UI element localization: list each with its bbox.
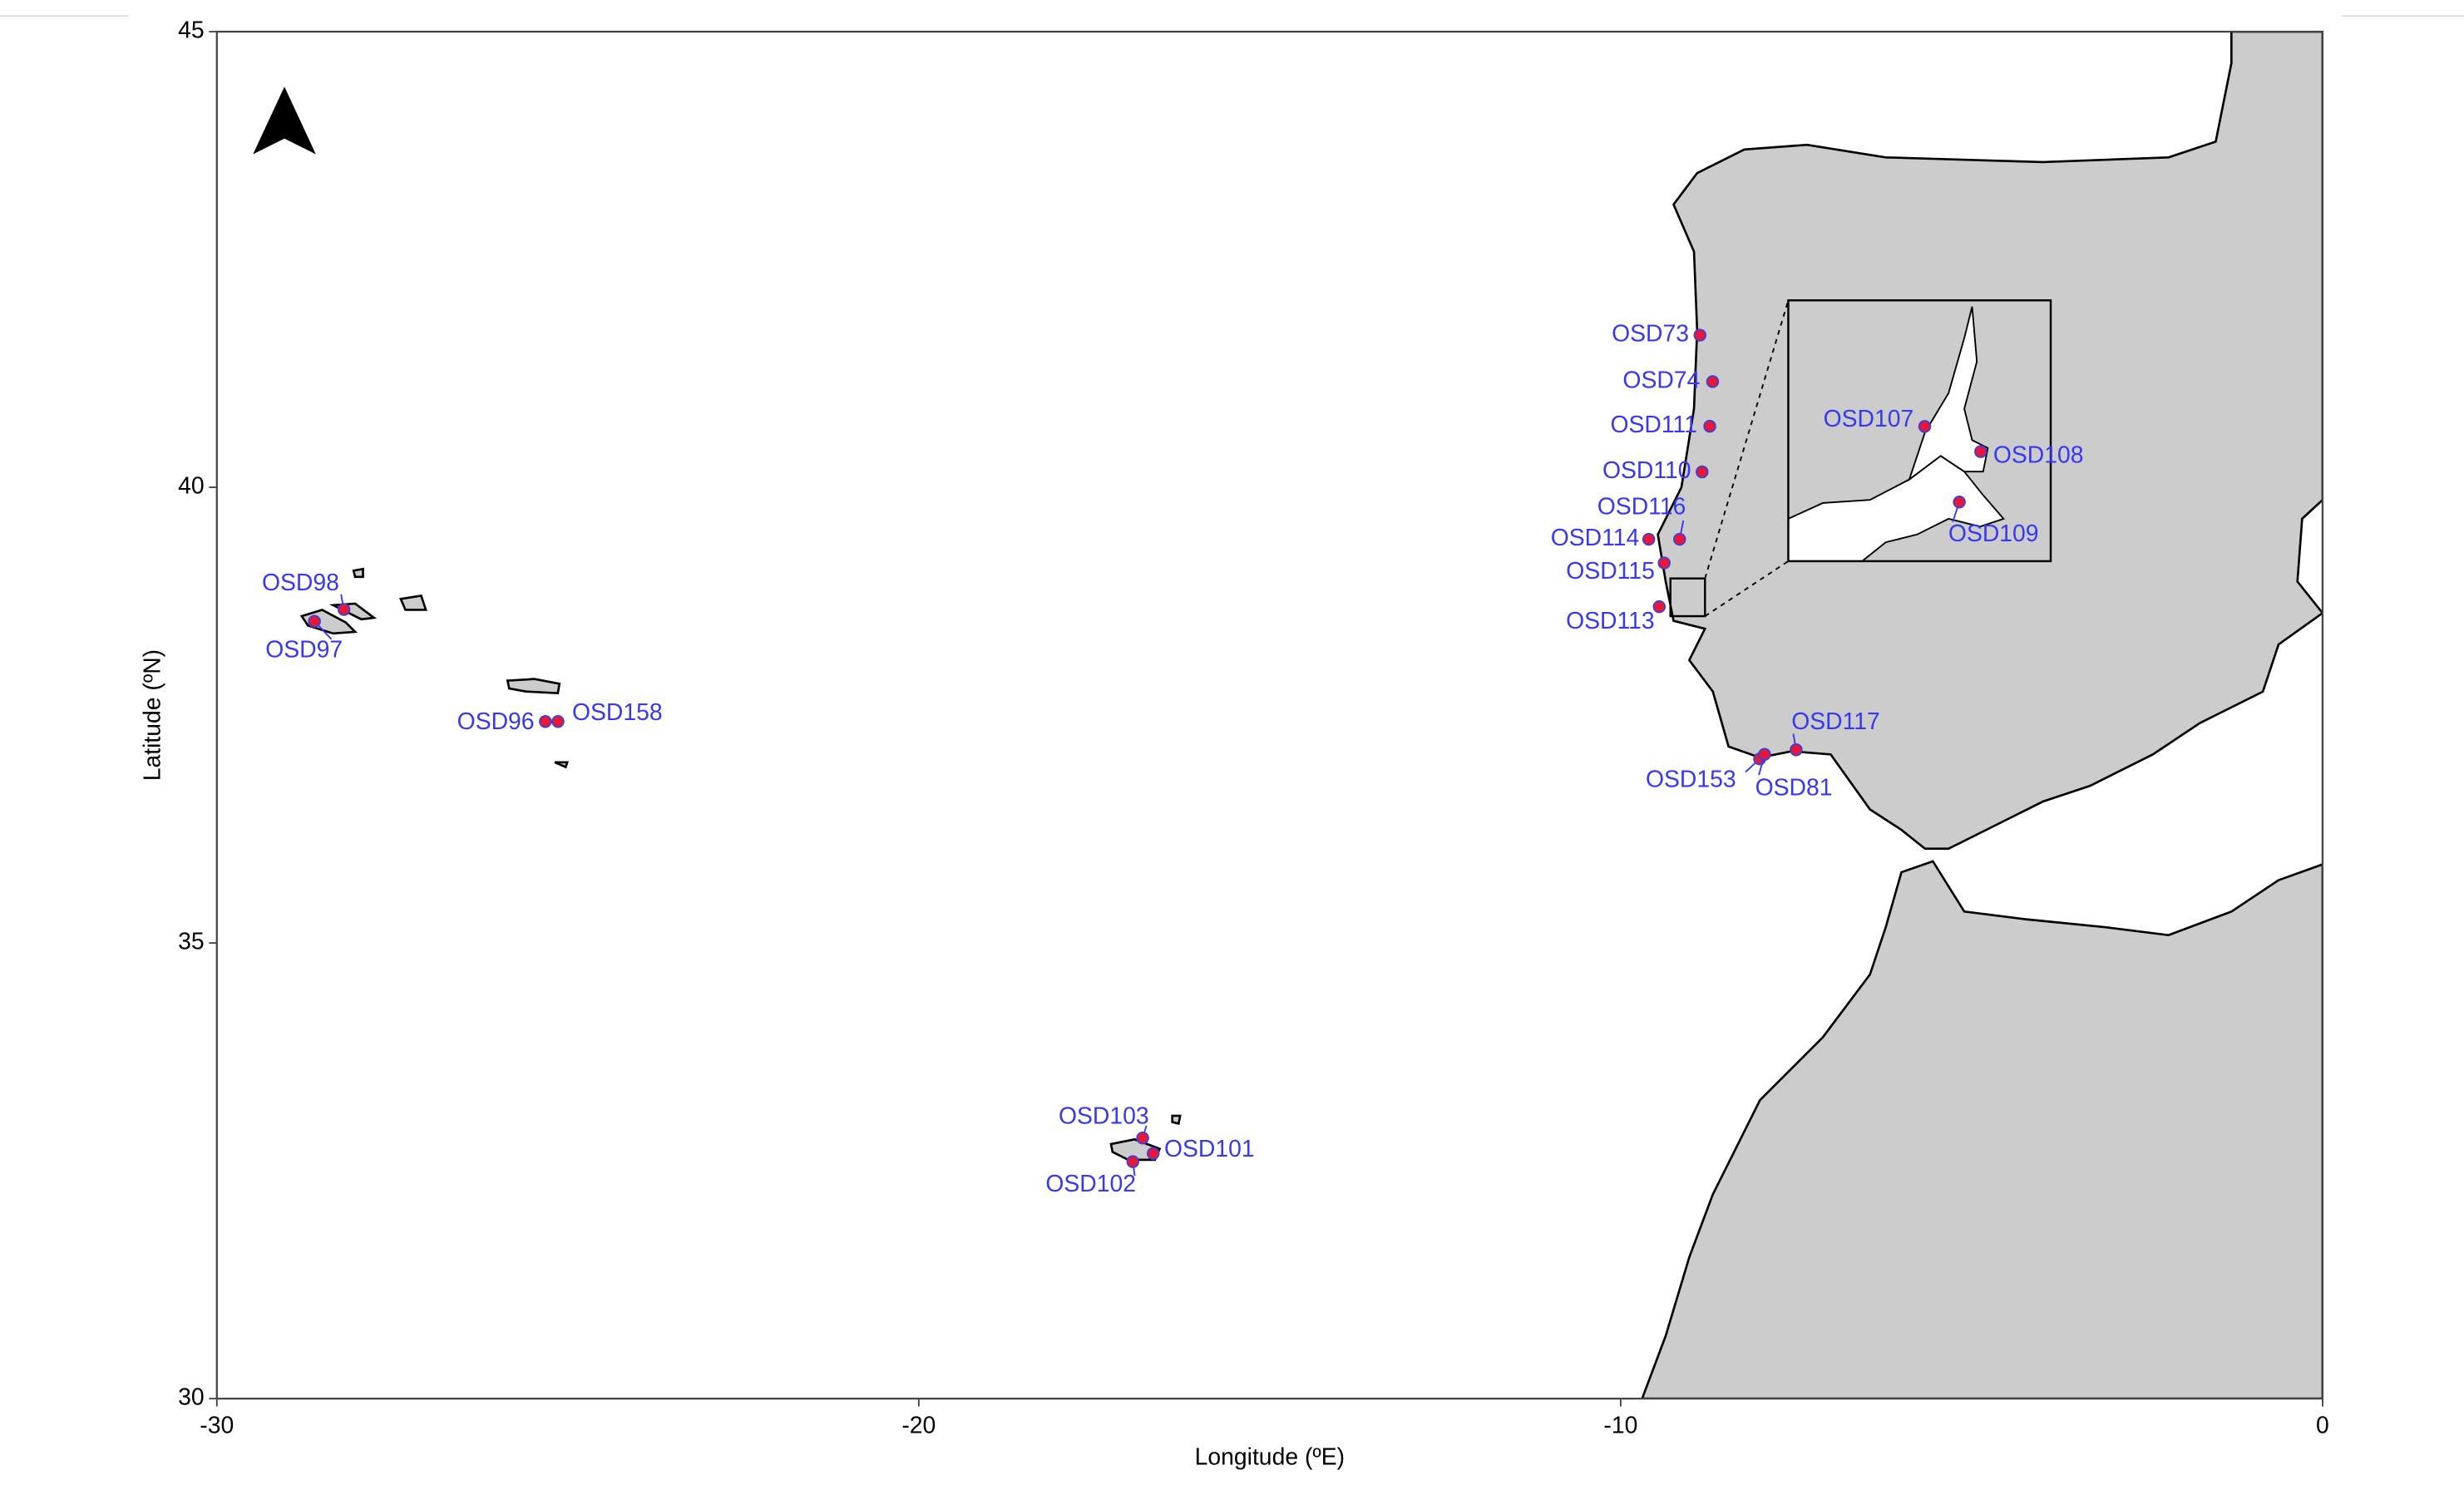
- inset-connector: [1704, 299, 1790, 579]
- site-label: OSD117: [1791, 708, 1880, 735]
- inset-locator: [1669, 577, 1706, 618]
- x-tick-label: -30: [200, 1413, 234, 1439]
- site-label: OSD108: [1993, 442, 2084, 468]
- site-label: OSD110: [1602, 457, 1691, 484]
- site-label: OSD158: [572, 699, 663, 726]
- site-label: OSD116: [1597, 493, 1686, 520]
- island: [352, 567, 364, 579]
- site-label: OSD111: [1611, 412, 1697, 438]
- site-point: [1673, 532, 1686, 546]
- site-label: OSD96: [457, 708, 535, 735]
- x-axis-label: Longitude (ºE): [1195, 1443, 1345, 1470]
- site-label: OSD114: [1551, 525, 1640, 551]
- site-label: OSD74: [1622, 367, 1700, 393]
- site-point: [1974, 445, 1987, 458]
- x-tick-label: 0: [2316, 1413, 2329, 1439]
- inset-connector: [1704, 560, 1789, 617]
- site-label: OSD107: [1824, 406, 1914, 432]
- island: [398, 595, 427, 611]
- site-point: [1706, 375, 1720, 388]
- site-point: [1652, 599, 1667, 614]
- site-label: OSD103: [1059, 1103, 1149, 1130]
- island: [506, 678, 561, 695]
- inset: [1787, 298, 2052, 563]
- site-point: [337, 603, 351, 616]
- site-point: [551, 715, 565, 728]
- site-point: [1703, 419, 1716, 433]
- island: [1171, 1114, 1182, 1126]
- site-point: [1146, 1147, 1160, 1161]
- y-axis-label: Latitude (ºN): [140, 649, 166, 781]
- x-tick-label: -20: [901, 1413, 936, 1439]
- north-arrow: [253, 86, 316, 155]
- plot-frame: [215, 30, 2324, 1400]
- site-label: OSD113: [1566, 608, 1655, 634]
- y-tick-label: 30: [178, 1384, 205, 1411]
- site-label: OSD115: [1566, 558, 1655, 585]
- site-label: OSD81: [1755, 774, 1833, 801]
- site-label: OSD98: [262, 570, 339, 596]
- site-point: [539, 715, 552, 728]
- site-point: [308, 614, 321, 628]
- site-point: [1790, 743, 1803, 757]
- inset-estuary: [1908, 306, 1989, 482]
- site-label: OSD109: [1948, 521, 2039, 547]
- site-point: [1953, 496, 1966, 509]
- site-label: OSD153: [1646, 767, 1736, 793]
- site-point: [1693, 328, 1707, 342]
- site-point: [1918, 420, 1932, 433]
- site-point: [1657, 556, 1671, 570]
- africa: [1641, 860, 2323, 1399]
- site-label: OSD102: [1045, 1171, 1136, 1197]
- inset-water: [1787, 455, 2005, 562]
- site-point: [1696, 465, 1709, 479]
- site-label: OSD97: [265, 637, 343, 664]
- x-tick-label: -10: [1603, 1413, 1637, 1439]
- y-tick-label: 35: [178, 929, 205, 955]
- inset-frame: [1787, 298, 2052, 563]
- site-label: OSD73: [1612, 321, 1689, 348]
- site-point: [1136, 1131, 1149, 1145]
- site-point: [1126, 1155, 1140, 1168]
- y-tick-label: 45: [178, 17, 205, 44]
- site-point: [1758, 747, 1771, 761]
- site-label: OSD101: [1164, 1136, 1255, 1162]
- site-point: [1642, 532, 1656, 546]
- island: [554, 761, 570, 769]
- y-tick-label: 40: [178, 473, 205, 500]
